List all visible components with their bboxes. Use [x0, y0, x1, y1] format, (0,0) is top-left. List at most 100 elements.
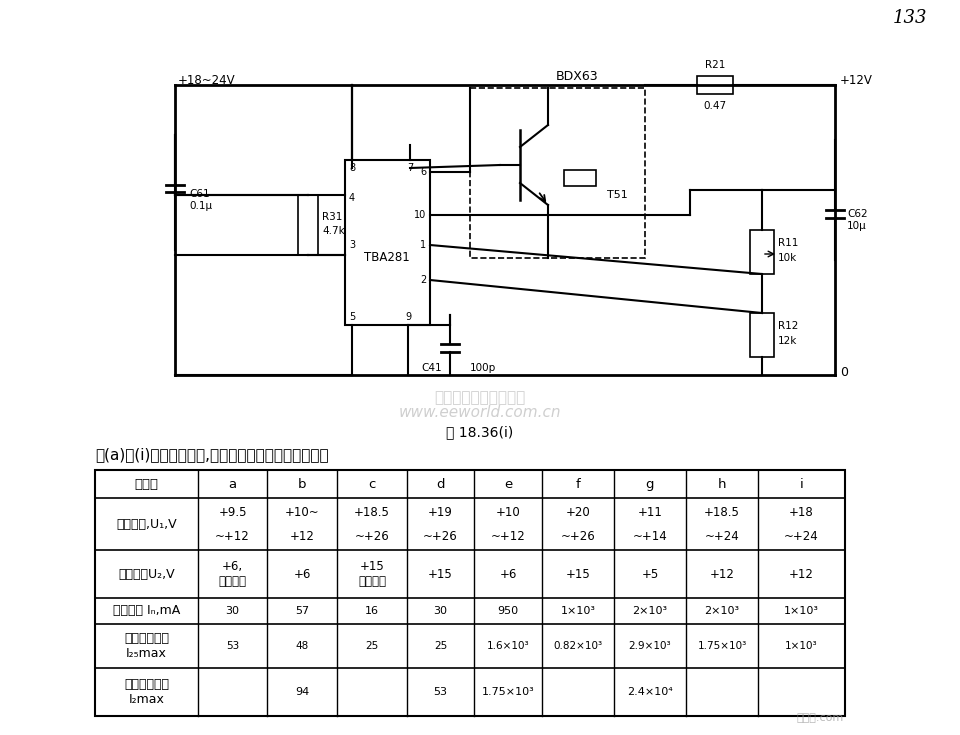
Text: 1×10³: 1×10³: [784, 606, 819, 616]
Text: 30: 30: [434, 606, 447, 616]
Text: +15
恒流限制: +15 恒流限制: [358, 560, 386, 588]
Text: 2×10³: 2×10³: [705, 606, 739, 616]
Text: ~+12: ~+12: [215, 529, 250, 542]
Text: 9: 9: [405, 312, 411, 322]
Text: 8: 8: [348, 163, 355, 173]
Text: g: g: [646, 478, 655, 490]
Text: 1×10³: 1×10³: [561, 606, 595, 616]
Text: C62
10μ: C62 10μ: [847, 209, 868, 231]
Bar: [564, 170, 596, 186]
Text: TBA281: TBA281: [364, 251, 410, 264]
Text: 25: 25: [434, 641, 447, 651]
Text: 1.75×10³: 1.75×10³: [697, 641, 747, 651]
Text: +6,
恒流限制: +6, 恒流限制: [219, 560, 247, 588]
Text: R31: R31: [322, 212, 343, 222]
Text: 2×10³: 2×10³: [633, 606, 667, 616]
Text: 电路图: 电路图: [134, 478, 158, 490]
Text: 图 18.36(i): 图 18.36(i): [446, 425, 514, 439]
Text: h: h: [718, 478, 727, 490]
Text: ~+24: ~+24: [784, 529, 819, 542]
Text: 1.6×10³: 1.6×10³: [487, 641, 529, 651]
Text: +18.5: +18.5: [354, 506, 390, 518]
Text: +11: +11: [637, 506, 662, 518]
Text: 额定电路 Iₙ,mA: 额定电路 Iₙ,mA: [113, 604, 180, 617]
Text: c: c: [369, 478, 375, 490]
Text: T51: T51: [607, 190, 628, 200]
Bar: [750, 230, 774, 274]
Text: f: f: [576, 478, 581, 490]
Text: +18.5: +18.5: [704, 506, 740, 518]
Text: 最大输出电流
I₂max: 最大输出电流 I₂max: [124, 678, 169, 706]
Text: +12: +12: [290, 529, 315, 542]
Text: 杭州炫睿科技有限公司: 杭州炫睿科技有限公司: [434, 390, 526, 406]
Text: C41: C41: [421, 363, 443, 373]
Text: +10~: +10~: [285, 506, 320, 518]
Text: +12: +12: [709, 567, 734, 581]
Text: b: b: [298, 478, 306, 490]
Bar: [697, 76, 733, 94]
Text: 图(a)～(i)示出九种电路,其主要技术数据如下表所示。: 图(a)～(i)示出九种电路,其主要技术数据如下表所示。: [95, 448, 328, 462]
Text: ~+26: ~+26: [354, 529, 390, 542]
Text: R12: R12: [778, 321, 799, 331]
Text: 53: 53: [226, 641, 239, 651]
Text: 16: 16: [365, 606, 379, 616]
Text: 48: 48: [296, 641, 308, 651]
Bar: [298, 195, 318, 255]
Text: 5: 5: [348, 312, 355, 322]
Text: 30: 30: [226, 606, 239, 616]
Text: +6: +6: [294, 567, 311, 581]
Text: C61
0.1μ: C61 0.1μ: [189, 189, 212, 211]
Text: R11: R11: [778, 238, 799, 248]
Text: +20: +20: [565, 506, 590, 518]
Text: 1: 1: [420, 240, 426, 250]
Text: 10k: 10k: [778, 253, 797, 263]
Text: R21: R21: [705, 60, 725, 70]
Text: i: i: [800, 478, 804, 490]
Text: 25: 25: [366, 641, 378, 651]
Text: e: e: [504, 478, 512, 490]
Text: +18: +18: [789, 506, 814, 518]
Text: 4.7k: 4.7k: [322, 226, 345, 236]
Text: 57: 57: [295, 606, 309, 616]
Text: 7: 7: [407, 163, 413, 173]
Text: +10: +10: [495, 506, 520, 518]
Text: 最大短路电流
I₂₅max: 最大短路电流 I₂₅max: [124, 632, 169, 660]
Text: +12: +12: [789, 567, 814, 581]
Text: 6: 6: [420, 167, 426, 177]
Text: +12V: +12V: [840, 74, 873, 87]
Text: 接线图.com: 接线图.com: [797, 713, 844, 723]
Text: +9.5: +9.5: [218, 506, 247, 518]
Bar: [750, 313, 774, 357]
Text: 0.82×10³: 0.82×10³: [553, 641, 603, 651]
Text: 133: 133: [893, 9, 927, 27]
Text: ~+26: ~+26: [423, 529, 458, 542]
Text: ~+14: ~+14: [633, 529, 667, 542]
Bar: [95, 470, 845, 716]
Text: 输入电压,U₁,V: 输入电压,U₁,V: [116, 517, 177, 531]
Text: 100p: 100p: [470, 363, 496, 373]
Text: 94: 94: [295, 687, 309, 697]
Text: +19: +19: [428, 506, 453, 518]
Text: +15: +15: [565, 567, 590, 581]
Text: 1.75×10³: 1.75×10³: [482, 687, 535, 697]
Text: 12k: 12k: [778, 336, 798, 346]
Text: +6: +6: [499, 567, 516, 581]
Text: +15: +15: [428, 567, 453, 581]
Text: a: a: [228, 478, 236, 490]
Text: ~+12: ~+12: [491, 529, 525, 542]
Text: 3: 3: [348, 240, 355, 250]
Bar: [470, 88, 645, 258]
Text: 2: 2: [420, 275, 426, 285]
Text: 2.9×10³: 2.9×10³: [629, 641, 671, 651]
Text: 1×10³: 1×10³: [785, 641, 818, 651]
Text: 2.4×10⁴: 2.4×10⁴: [627, 687, 673, 697]
Text: 输出电压U₂,V: 输出电压U₂,V: [118, 567, 175, 581]
Text: +18~24V: +18~24V: [178, 74, 235, 87]
Text: d: d: [436, 478, 444, 490]
Text: 4: 4: [348, 193, 355, 203]
Text: 0.47: 0.47: [704, 101, 727, 111]
Text: 950: 950: [497, 606, 518, 616]
Text: ~+24: ~+24: [705, 529, 739, 542]
Text: www.eeworld.com.cn: www.eeworld.com.cn: [398, 404, 562, 420]
Text: +5: +5: [641, 567, 659, 581]
